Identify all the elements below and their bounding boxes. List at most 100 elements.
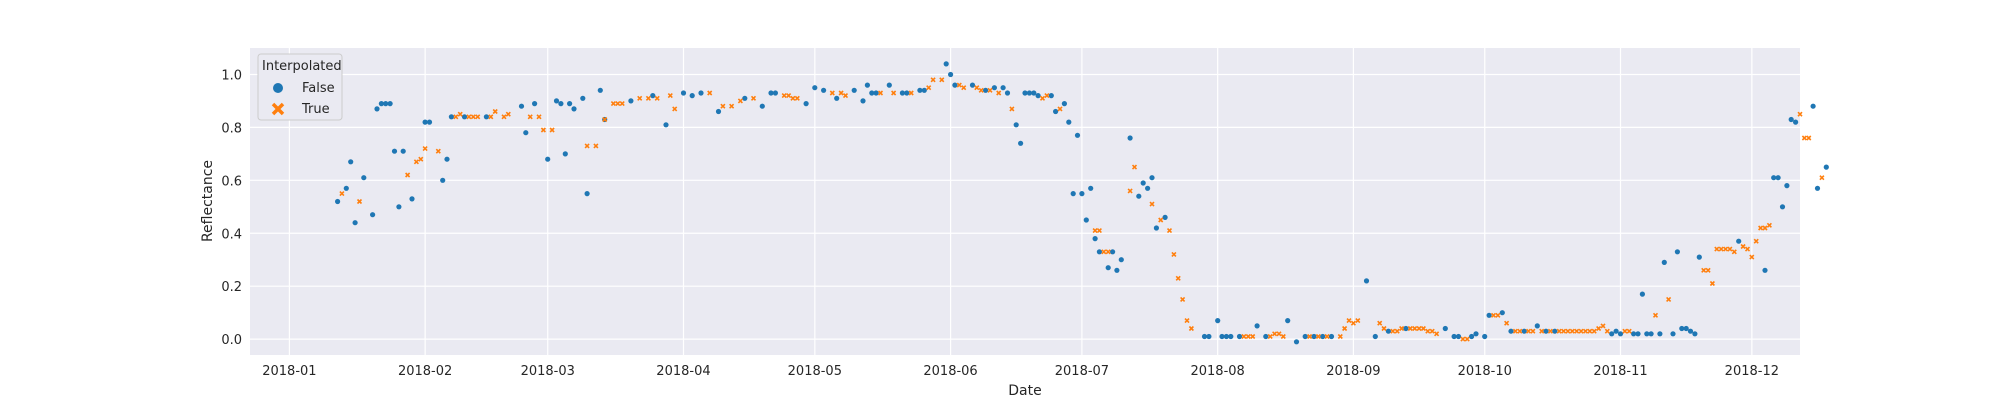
data-point-false (361, 175, 367, 181)
data-point-true (1272, 331, 1278, 337)
data-point-true (1819, 175, 1825, 181)
data-point-true (536, 114, 542, 120)
data-point-false (1823, 164, 1829, 170)
legend-marker-false (273, 83, 283, 93)
data-point-false (1784, 183, 1790, 189)
data-point-true (488, 114, 494, 120)
data-point-true (1407, 325, 1413, 332)
data-point-true (1245, 333, 1251, 340)
data-point-false (812, 85, 818, 91)
data-point-false (1110, 249, 1116, 255)
data-point-false (1048, 93, 1054, 99)
data-point-true (1582, 328, 1589, 334)
data-point-true (356, 198, 363, 205)
data-point-true (470, 114, 476, 120)
data-point-false (1657, 331, 1663, 337)
data-point-true (1578, 328, 1584, 334)
data-point-true (1600, 323, 1606, 329)
data-point-true (1420, 325, 1426, 332)
data-point-false (991, 85, 998, 91)
data-point-true (435, 148, 441, 154)
data-point-true (1280, 333, 1286, 340)
legend-title: Interpolated (262, 59, 342, 74)
data-point-true (729, 103, 735, 109)
data-point-false (1696, 254, 1702, 260)
data-point-false (904, 90, 910, 96)
data-point-false (400, 148, 406, 154)
data-point-false (597, 87, 603, 93)
data-point-true (654, 95, 660, 101)
data-point-true (1416, 325, 1422, 332)
data-point-false (1105, 265, 1111, 271)
data-point-false (869, 90, 875, 96)
data-point-true (1512, 328, 1518, 334)
data-point-false (1363, 278, 1370, 284)
data-point-false (698, 90, 704, 96)
x-tick-label: 2018-06 (923, 364, 977, 379)
data-point-true (1753, 238, 1759, 244)
data-point-true (720, 103, 726, 109)
data-point-false (558, 101, 564, 107)
data-point-true (1539, 328, 1545, 334)
data-point-false (1013, 122, 1019, 128)
data-point-false (742, 95, 748, 101)
plot-background (250, 48, 1800, 355)
data-point-true (540, 127, 546, 133)
data-point-false (1145, 185, 1151, 191)
x-tick-label: 2018-03 (521, 364, 575, 379)
data-point-true (457, 111, 463, 117)
data-point-true (1425, 328, 1431, 334)
data-point-true (1525, 328, 1532, 334)
data-point-false (886, 82, 892, 88)
data-point-true (1096, 228, 1102, 234)
data-point-false (1236, 333, 1243, 340)
data-point-false (378, 101, 384, 107)
data-point-true (1092, 228, 1098, 234)
data-point-true (1622, 328, 1628, 334)
data-point-true (602, 116, 608, 123)
data-point-false (444, 156, 450, 162)
data-point-true (978, 87, 984, 93)
x-tick-label: 2018-10 (1458, 364, 1512, 379)
data-point-true (1307, 333, 1313, 340)
data-point-true (1517, 328, 1523, 334)
x-gridlines (288, 48, 1753, 355)
x-tick-label: 2018-04 (656, 364, 710, 379)
data-point-true (418, 156, 424, 162)
data-point-false (768, 90, 774, 96)
data-point-false (1136, 193, 1142, 199)
data-point-false (1451, 333, 1457, 340)
data-point-true (492, 108, 498, 115)
data-point-true (1149, 201, 1155, 207)
data-point-true (1701, 267, 1707, 273)
data-point-false (584, 191, 590, 197)
data-point-true (781, 93, 787, 99)
data-point-false (1793, 119, 1799, 125)
data-point-true (1039, 95, 1046, 101)
series-true-points (339, 77, 1825, 342)
data-point-false (1215, 318, 1221, 324)
data-point-false (1311, 333, 1317, 340)
data-point-true (930, 77, 936, 83)
data-point-true (1399, 325, 1405, 332)
data-point-true (501, 114, 507, 120)
x-tick-label: 2018-09 (1326, 364, 1380, 379)
data-point-false (1609, 331, 1615, 337)
data-point-false (391, 148, 398, 154)
data-point-false (952, 82, 958, 88)
data-point-false (1223, 333, 1229, 340)
data-point-false (650, 93, 656, 99)
data-point-true (1561, 328, 1567, 334)
data-point-false (567, 101, 573, 107)
data-point-false (440, 177, 446, 183)
data-point-true (584, 143, 590, 149)
legend-label-true: True (301, 102, 330, 117)
data-point-true (615, 101, 621, 107)
data-point-false (1385, 328, 1391, 334)
data-point-true (1337, 333, 1343, 340)
x-tick-label: 2018-12 (1725, 364, 1779, 379)
data-point-false (1328, 333, 1335, 340)
data-point-true (974, 85, 980, 91)
data-point-false (370, 212, 376, 218)
